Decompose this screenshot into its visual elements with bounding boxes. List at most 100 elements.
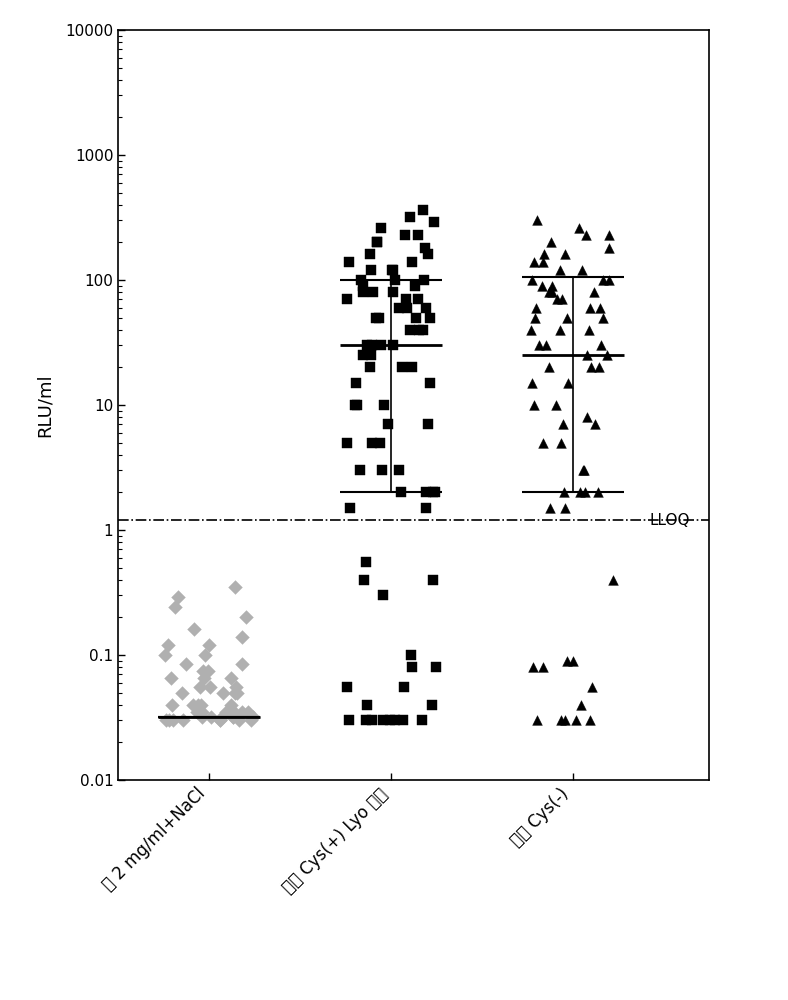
Point [378, 397, 391, 413]
Point [371, 234, 384, 250]
Point [573, 220, 585, 236]
Point [550, 397, 563, 413]
Point [393, 300, 406, 316]
Point [388, 712, 401, 728]
Point [195, 709, 208, 725]
Point [396, 359, 408, 375]
Point [192, 697, 205, 713]
Point [593, 300, 606, 316]
Point [388, 272, 401, 288]
Point [227, 704, 240, 720]
Point [585, 359, 597, 375]
Point [205, 709, 217, 725]
Point [400, 291, 412, 307]
Point [396, 712, 409, 728]
Point [401, 300, 414, 316]
Point [354, 462, 366, 478]
Point [405, 647, 418, 663]
Point [340, 435, 353, 451]
Point [219, 704, 232, 720]
Point [429, 659, 442, 675]
Point [526, 375, 538, 391]
Point [364, 246, 377, 262]
Point [227, 709, 240, 725]
Point [531, 712, 544, 728]
Point [412, 322, 425, 338]
Point [376, 462, 388, 478]
Point [424, 375, 437, 391]
Point [593, 359, 605, 375]
Point [403, 209, 416, 225]
Point [424, 310, 437, 326]
Point [374, 435, 387, 451]
Point [384, 712, 396, 728]
Point [188, 621, 200, 637]
Point [406, 254, 418, 270]
Point [597, 310, 609, 326]
Point [165, 670, 177, 686]
Point [215, 709, 228, 725]
Point [247, 709, 259, 725]
Point [366, 712, 378, 728]
Point [162, 637, 174, 653]
Point [559, 500, 571, 516]
Point [357, 284, 370, 300]
Point [172, 589, 184, 605]
Point [386, 262, 399, 278]
Point [204, 679, 217, 695]
Point [580, 227, 593, 243]
Point [342, 712, 355, 728]
Point [567, 653, 579, 669]
Point [370, 310, 382, 326]
Point [242, 704, 255, 720]
Point [355, 272, 367, 288]
Point [229, 685, 241, 701]
Point [537, 435, 549, 451]
Point [370, 234, 383, 250]
Point [198, 670, 210, 686]
Point [607, 572, 619, 588]
Point [600, 347, 613, 363]
Point [214, 712, 226, 728]
Point [426, 572, 439, 588]
Point [583, 712, 596, 728]
Point [372, 310, 385, 326]
Point [202, 663, 214, 679]
Point [230, 679, 243, 695]
Point [581, 409, 593, 425]
Point [418, 272, 431, 288]
Point [416, 712, 429, 728]
Point [422, 246, 434, 262]
Point [240, 609, 252, 625]
Point [410, 310, 422, 326]
Point [555, 712, 567, 728]
Point [406, 659, 418, 675]
Point [560, 653, 573, 669]
Point [386, 337, 399, 353]
Point [578, 462, 591, 478]
Point [426, 697, 438, 713]
Point [559, 712, 571, 728]
Point [236, 629, 248, 645]
Point [366, 435, 378, 451]
Point [537, 254, 549, 270]
Point [578, 484, 591, 500]
Point [195, 697, 208, 713]
Point [344, 500, 356, 516]
Point [550, 291, 563, 307]
Point [359, 554, 372, 570]
Point [602, 227, 615, 243]
Point [543, 284, 556, 300]
Point [377, 587, 389, 603]
Point [176, 685, 188, 701]
Point [556, 291, 568, 307]
Point [580, 347, 593, 363]
Point [365, 347, 377, 363]
Point [358, 572, 370, 588]
Point [348, 397, 361, 413]
Point [356, 278, 369, 294]
Point [557, 416, 570, 432]
Point [225, 670, 237, 686]
Point [229, 579, 242, 595]
Point [582, 322, 595, 338]
